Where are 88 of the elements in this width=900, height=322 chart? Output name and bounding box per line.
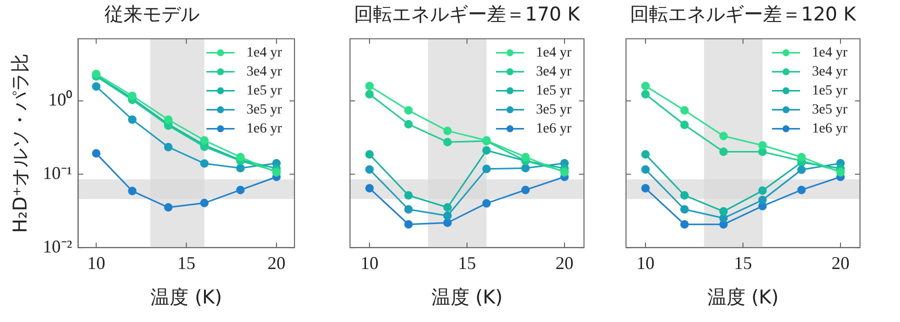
point <box>797 186 806 194</box>
x-tick-label: 20 <box>556 253 574 274</box>
point <box>365 150 374 159</box>
point <box>797 166 806 174</box>
point <box>443 203 452 212</box>
point <box>680 120 689 130</box>
x-tick-label: 20 <box>832 253 850 274</box>
x-tick-label: 15 <box>458 253 476 274</box>
point <box>482 164 491 174</box>
y-tick-label: 10⁻² <box>42 236 72 256</box>
y-tick-label: 10⁰ <box>48 90 72 110</box>
x-tick-label: 20 <box>267 253 286 274</box>
point <box>365 90 374 98</box>
point <box>521 152 530 162</box>
point <box>236 164 245 172</box>
legend-label: 3e5 yr <box>812 102 848 118</box>
point <box>641 165 650 174</box>
y-tick-label: 10⁻¹ <box>42 162 72 183</box>
point <box>128 92 137 100</box>
x-axis-title: 温度 (K) <box>150 286 222 309</box>
x-tick-label: 15 <box>177 253 196 274</box>
point <box>404 205 413 214</box>
x-tick-label: 10 <box>87 253 106 274</box>
point <box>521 186 530 194</box>
point <box>200 198 209 208</box>
point <box>482 199 491 208</box>
x-axis-title: 温度 (K) <box>431 286 503 309</box>
point <box>200 159 209 168</box>
point <box>404 220 413 229</box>
point <box>641 184 650 193</box>
point <box>92 82 100 91</box>
point <box>404 191 413 200</box>
point <box>680 205 689 214</box>
point <box>236 186 245 194</box>
point <box>719 207 728 216</box>
point <box>758 196 767 204</box>
legend-label: 1e6 yr <box>246 121 282 136</box>
point <box>443 126 452 136</box>
point <box>200 136 209 145</box>
legend-label: 1e4 yr <box>246 45 282 60</box>
point <box>365 165 374 174</box>
chart-title: 回転エネルギー差＝170 K <box>354 3 580 26</box>
point <box>641 150 650 159</box>
legend-label: 3e4 yr <box>246 64 282 80</box>
point <box>443 218 452 228</box>
legend-label: 1e4 yr <box>536 45 572 60</box>
x-tick-label: 10 <box>636 253 654 274</box>
point <box>758 186 767 195</box>
point <box>128 115 137 124</box>
chart-title: 回転エネルギー差＝120 K <box>630 3 856 26</box>
chart-title: 従来モデル <box>104 3 200 26</box>
point <box>719 148 728 156</box>
point <box>404 106 413 115</box>
legend-label: 1e6 yr <box>812 121 848 136</box>
point <box>236 152 245 162</box>
point <box>92 149 100 158</box>
legend-label: 3e4 yr <box>812 64 848 80</box>
point <box>680 191 689 200</box>
point <box>521 164 530 172</box>
point <box>164 203 173 212</box>
x-axis-title: 温度 (K) <box>707 286 779 309</box>
point <box>404 120 413 128</box>
point <box>443 138 452 146</box>
legend-label: 1e5 yr <box>536 83 572 98</box>
point <box>164 142 173 152</box>
point <box>641 90 650 98</box>
legend-label: 1e5 yr <box>812 83 848 98</box>
point <box>719 132 728 140</box>
legend-label: 3e5 yr <box>536 102 572 118</box>
point <box>797 152 806 162</box>
point <box>443 211 452 220</box>
point <box>758 141 767 150</box>
x-tick-label: 10 <box>360 253 378 274</box>
point <box>365 82 374 90</box>
point <box>128 186 137 196</box>
point <box>482 146 491 155</box>
point <box>680 220 689 229</box>
x-tick-label: 15 <box>734 253 752 274</box>
point <box>365 184 374 193</box>
legend-label: 1e6 yr <box>536 121 572 136</box>
y-axis-title: H₂D⁺オルソ・パラ比 <box>9 53 32 233</box>
legend-label: 3e4 yr <box>536 64 572 80</box>
point <box>164 115 173 124</box>
legend-label: 3e5 yr <box>246 102 282 118</box>
point <box>680 106 689 115</box>
legend-label: 1e5 yr <box>246 83 282 98</box>
point <box>641 82 650 90</box>
legend-label: 1e4 yr <box>812 45 848 60</box>
